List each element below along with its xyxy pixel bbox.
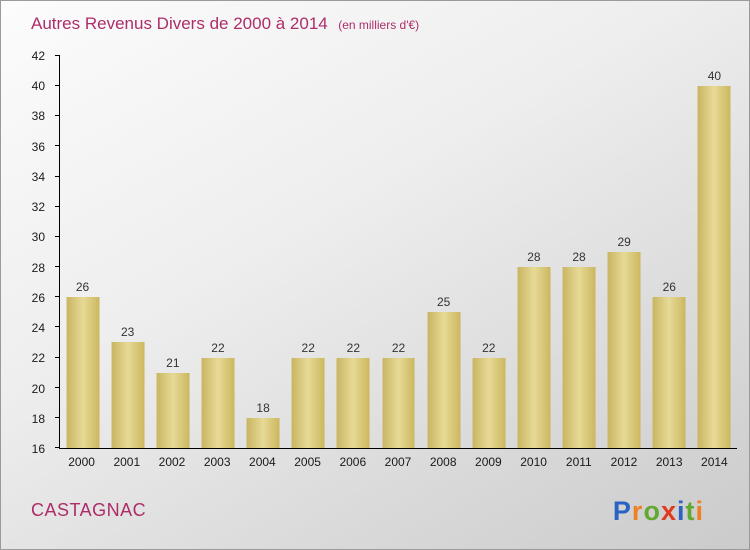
y-tick [55,85,60,87]
bar-value-label: 22 [391,340,406,355]
x-tick-label: 2005 [294,455,321,469]
chart-title: Autres Revenus Divers de 2000 à 2014 [31,14,328,33]
logo-letter: t [685,496,696,526]
y-axis: 16 18 20 22 24 26 28 30 32 34 36 38 40 42 [1,49,53,456]
x-tick-label: 2000 [68,455,95,469]
logo-letter: P [612,496,632,526]
logo-letter: o [643,496,661,526]
bar [156,372,190,448]
bar [517,267,551,448]
y-tick-label: 30 [31,230,45,245]
y-tick [55,416,60,418]
y-tick [55,296,60,298]
y-tick [55,235,60,237]
chart-subtitle: (en milliers d'€) [338,18,420,32]
y-tick [55,205,60,207]
location-label: CASTAGNAC [31,500,147,520]
bar [427,312,461,448]
y-tick-label: 24 [31,321,45,336]
y-tick-label: 26 [31,290,45,305]
x-tick-label: 2010 [520,455,547,469]
y-tick [55,175,60,177]
y-tick [55,145,60,147]
bar-value-label: 29 [617,235,631,249]
y-tick [55,266,60,268]
x-tick-label: 2006 [339,455,367,469]
x-tick-label: 2009 [475,455,502,469]
proxiti-logo: Proxiti [613,496,704,527]
bar-value-label: 22 [482,340,496,355]
y-tick [55,447,60,448]
y-tick-label: 40 [31,79,45,94]
bar-value-label: 21 [166,355,180,370]
bar-value-label: 25 [436,295,451,310]
x-tick-label: 2007 [384,455,412,469]
y-tick-label: 42 [31,49,45,63]
x-tick-label: 2011 [565,455,592,469]
x-tick-label: 2002 [158,455,186,469]
x-tick-label: 2014 [701,455,728,469]
y-tick [55,356,60,358]
bar-value-label: 22 [301,340,315,355]
bar [607,252,641,448]
bar-value-label: 26 [75,280,90,295]
bar-value-label: 22 [346,340,361,355]
y-tick-label: 36 [31,139,45,154]
bar [66,297,100,448]
logo-letter: r [631,496,644,526]
bar [472,357,506,448]
y-tick-label: 28 [31,260,45,275]
bar-value-label: 28 [527,250,541,265]
bar-value-label: 28 [572,250,586,265]
x-tick-label: 2012 [610,455,638,469]
bar [652,297,686,448]
bar-value-label: 23 [121,325,135,340]
y-tick-label: 20 [31,381,45,396]
y-tick [55,55,60,56]
bar [111,342,145,448]
plot-area: 26 23 21 22 18 22 22 22 25 22 28 28 29 26 40 [55,55,737,449]
y-tick [55,326,60,328]
chart-header: Autres Revenus Divers de 2000 à 2014 (en… [31,14,419,34]
y-tick [55,115,60,117]
x-tick-label: 2001 [113,455,141,469]
y-tick [55,386,60,388]
bar [562,267,596,448]
x-tick-label: 2008 [429,455,457,469]
logo-letter: x [660,496,677,526]
y-tick-label: 38 [31,109,45,124]
bar [246,417,280,448]
x-tick-label: 2003 [203,455,231,469]
bar-value-label: 18 [256,400,270,415]
bar [697,86,731,448]
bar-value-label: 22 [211,340,225,355]
logo-letter: i [676,496,686,526]
y-tick-label: 32 [31,200,45,215]
y-tick-label: 16 [31,442,45,456]
bar-value-label: 40 [707,69,722,84]
y-tick-label: 22 [31,351,45,366]
bar [291,357,325,448]
bar [382,357,415,448]
bar [201,357,235,448]
logo-letter: i [695,496,704,526]
x-tick-label: 2013 [655,455,683,469]
y-tick-label: 34 [31,169,45,184]
x-tick-label: 2004 [249,455,276,469]
bar-value-label: 26 [662,280,676,295]
y-tick-label: 18 [31,411,45,426]
bar [336,357,370,448]
